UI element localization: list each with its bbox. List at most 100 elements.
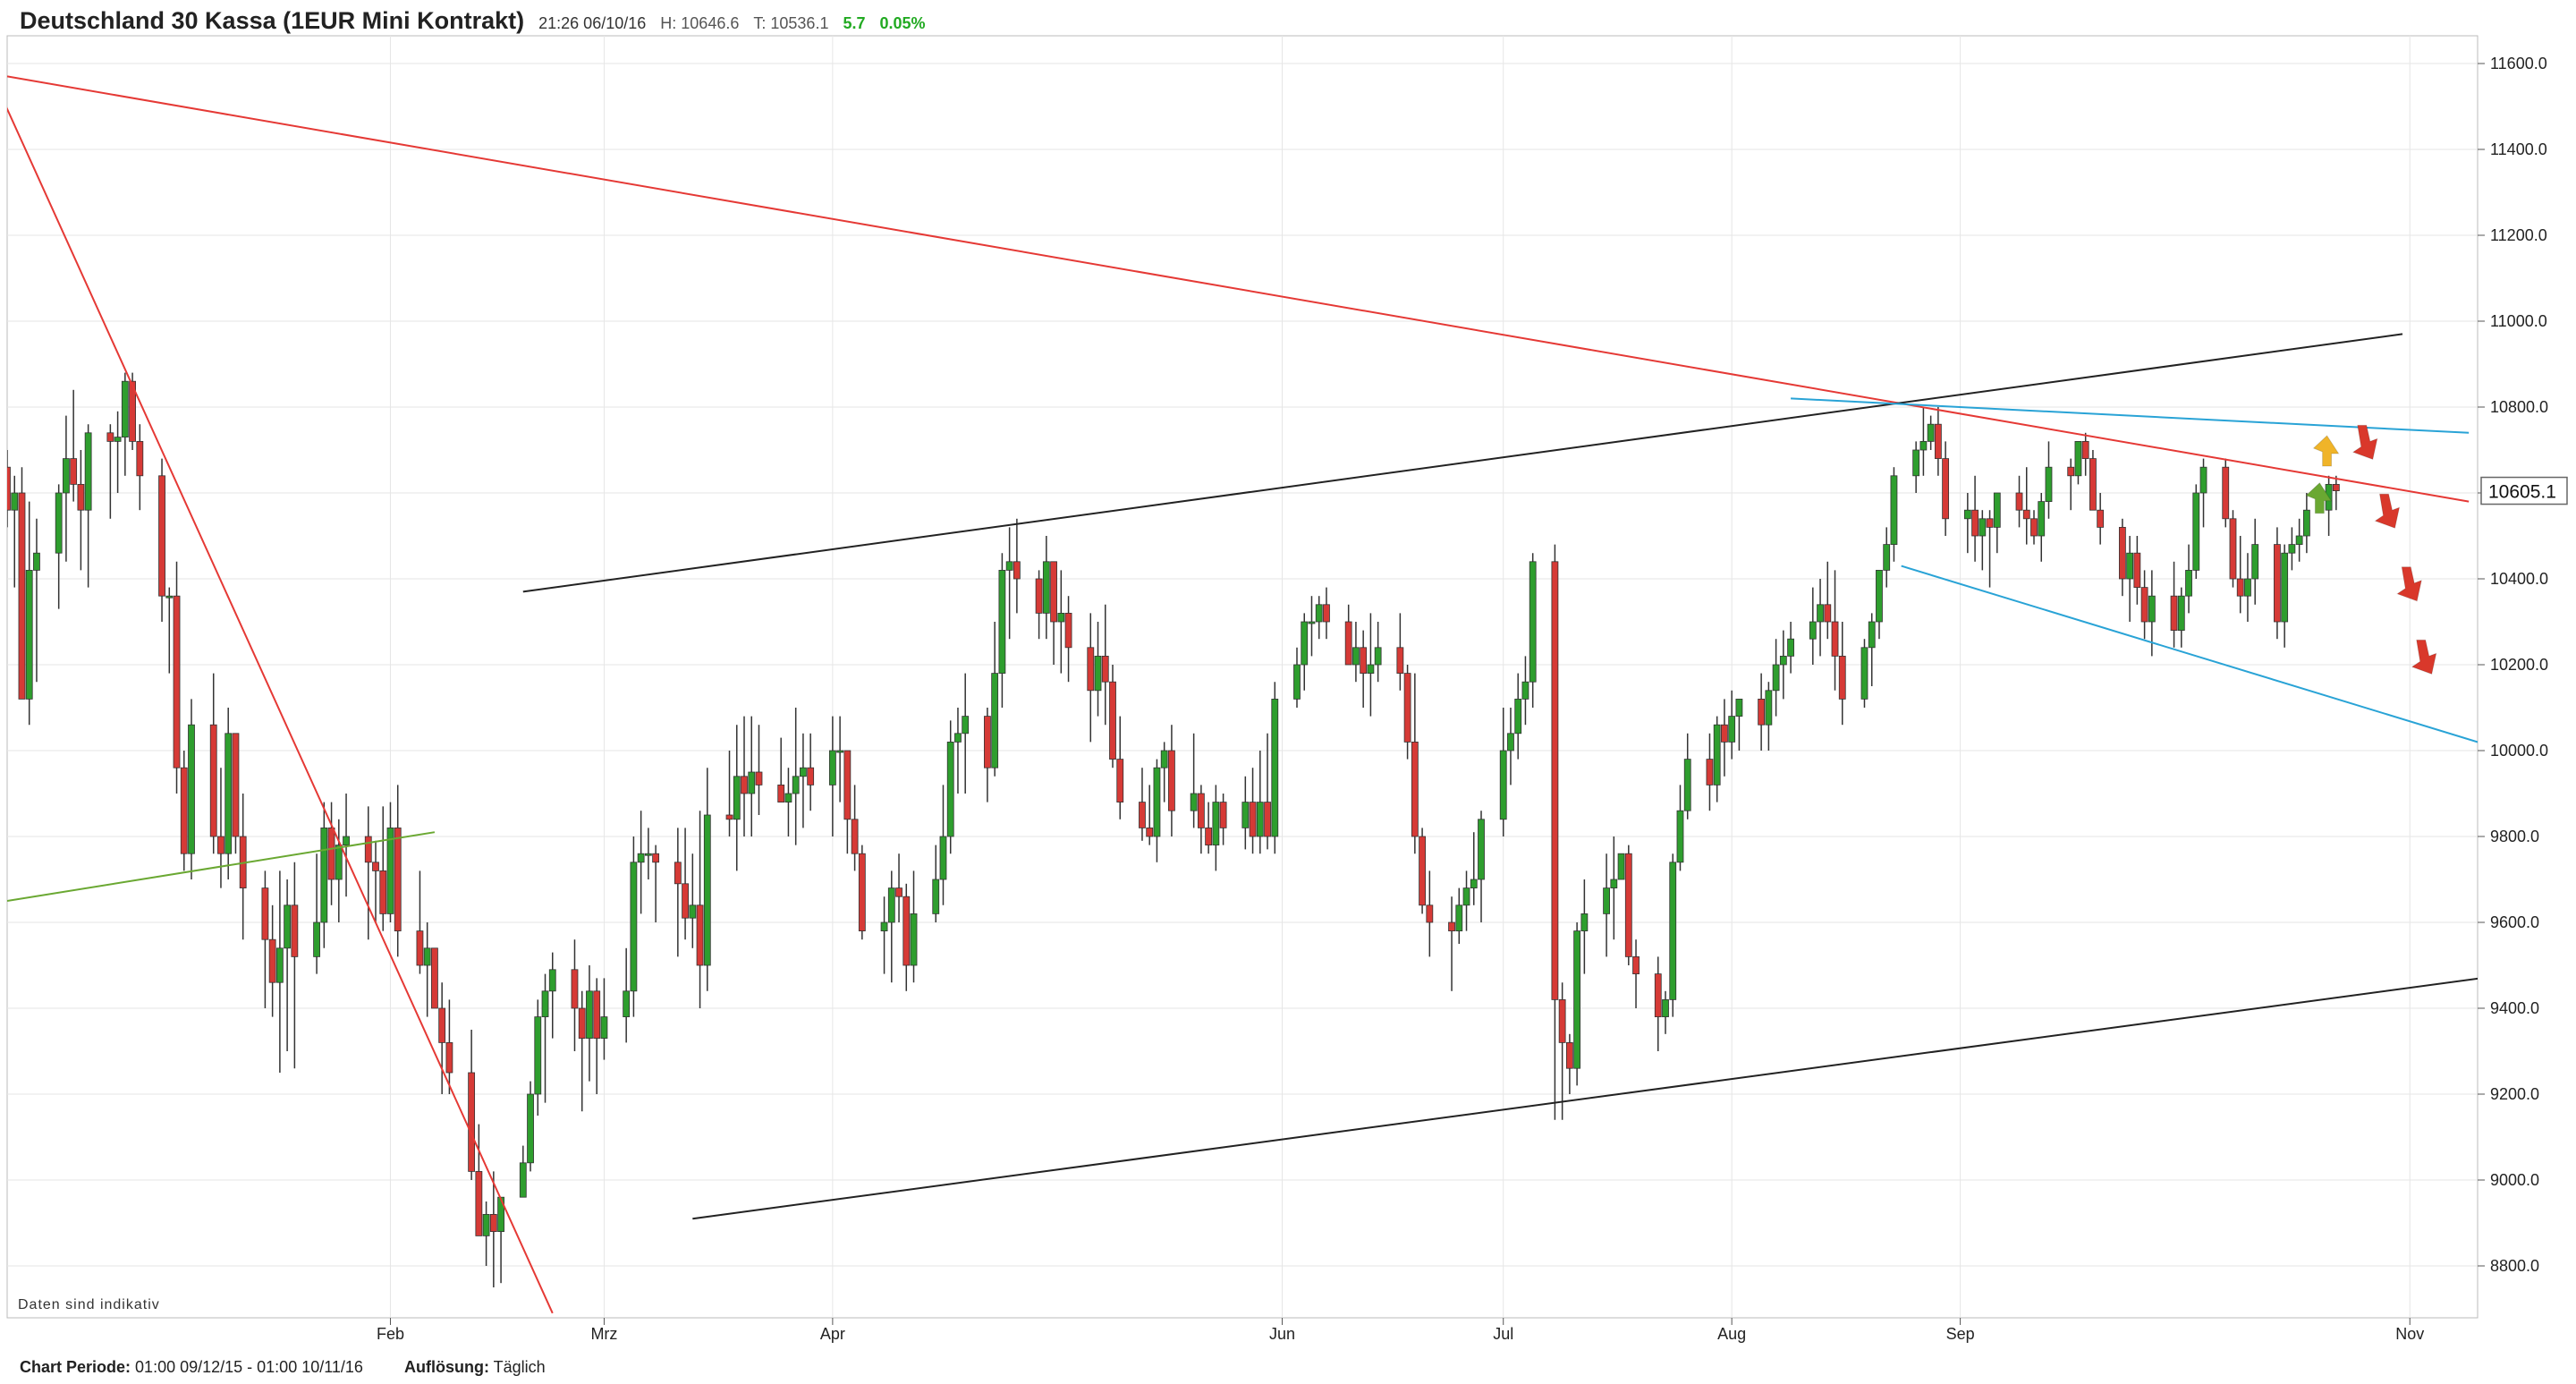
- candle-up: [733, 776, 741, 820]
- candle-up: [954, 733, 962, 743]
- candle-down: [741, 776, 748, 794]
- candle-up: [946, 742, 954, 837]
- candle-down: [807, 767, 815, 785]
- candle-down: [2229, 518, 2237, 580]
- candle-up: [1883, 544, 1891, 571]
- candle-up: [703, 814, 711, 966]
- candle-up: [2281, 552, 2289, 623]
- candle-up: [527, 1093, 534, 1164]
- candle-down: [2030, 518, 2038, 537]
- candle-up: [1662, 999, 1669, 1018]
- candle-down: [1624, 853, 1632, 957]
- candle-down: [755, 771, 763, 785]
- candle-up: [1241, 802, 1250, 828]
- high-label: H:: [660, 14, 677, 32]
- candle-down: [180, 767, 188, 854]
- candle-up: [2148, 595, 2156, 623]
- candle-up: [1352, 647, 1360, 666]
- candle-up: [519, 1162, 527, 1198]
- candle-down: [2140, 587, 2148, 623]
- y-tick-label: 9800.0: [2490, 828, 2539, 845]
- last-price-label: 10605.1: [2488, 482, 2556, 503]
- candle-up: [541, 990, 549, 1018]
- y-tick-label: 10000.0: [2490, 742, 2548, 760]
- candle-up: [1779, 656, 1787, 666]
- quote-datetime: 21:26 06/10/16: [538, 14, 647, 32]
- candle-down: [173, 595, 181, 768]
- candle-up: [932, 879, 940, 914]
- candle-up: [2251, 544, 2259, 580]
- candle-down: [1934, 423, 1942, 460]
- candle-up: [644, 853, 652, 856]
- arrow-up: [2305, 482, 2333, 514]
- candle-up: [2177, 595, 2185, 632]
- candle-down: [1632, 956, 1640, 975]
- low-value: 10536.1: [770, 14, 829, 32]
- candle-up: [313, 921, 320, 957]
- candle-up: [2038, 501, 2046, 537]
- candle-down: [445, 1042, 453, 1074]
- candle-down: [475, 1171, 483, 1236]
- candle-down: [106, 432, 114, 442]
- candle-down: [1197, 793, 1205, 828]
- candle-down: [1942, 458, 1950, 520]
- candle-up: [1817, 604, 1824, 623]
- candle-up: [2074, 440, 2082, 477]
- candle-down: [1050, 561, 1057, 623]
- candle-down: [291, 904, 299, 957]
- candle-down: [1971, 509, 1979, 537]
- trendline: [522, 333, 2403, 593]
- trendline: [7, 831, 436, 902]
- y-tick-label: 11000.0: [2490, 312, 2547, 330]
- candle-down: [268, 938, 276, 983]
- candle-up: [1676, 810, 1684, 863]
- candle-down: [77, 484, 85, 511]
- candle-up: [1301, 621, 1309, 666]
- candle-down: [2089, 458, 2097, 511]
- candle-down: [725, 814, 733, 820]
- candle-up: [225, 733, 233, 854]
- candle-up: [1669, 862, 1677, 1000]
- candle-up: [1979, 518, 1987, 537]
- candle-up: [1713, 724, 1721, 785]
- candle-up: [1256, 802, 1264, 837]
- candle-up: [1094, 656, 1102, 692]
- candle-down: [2022, 509, 2030, 520]
- candle-down: [1139, 802, 1146, 828]
- x-tick-label: Sep: [1946, 1325, 1975, 1343]
- candle-up: [2126, 552, 2134, 580]
- chart-footer: Chart Periode: 01:00 09/12/15 - 01:00 10…: [20, 1358, 546, 1377]
- y-tick-label: 9600.0: [2490, 913, 2539, 931]
- candle-down: [777, 785, 785, 803]
- candle-up: [1212, 802, 1220, 845]
- trendline: [7, 106, 554, 1314]
- candle-down: [431, 947, 438, 1009]
- arrow-down: [2396, 566, 2422, 602]
- candle-up: [1765, 690, 1773, 726]
- candle-down: [696, 904, 704, 966]
- x-tick-label: Apr: [820, 1325, 845, 1343]
- candle-up: [63, 458, 70, 494]
- candle-down: [843, 750, 852, 820]
- candle-up: [2185, 570, 2192, 597]
- y-tick-label: 8800.0: [2490, 1257, 2539, 1275]
- candle-down: [578, 1007, 586, 1039]
- candle-up: [630, 862, 638, 992]
- candle-down: [261, 887, 269, 940]
- candle-down: [1344, 621, 1352, 666]
- candle-down: [394, 828, 402, 932]
- candle-down: [674, 862, 682, 885]
- candle-up: [1890, 475, 1898, 545]
- arrow-down: [2374, 493, 2401, 529]
- y-tick-label: 10200.0: [2490, 656, 2548, 674]
- chart-header: Deutschland 30 Kassa (1EUR Mini Kontrakt…: [20, 7, 926, 39]
- candle-up: [2302, 509, 2310, 537]
- candle-down: [682, 883, 689, 919]
- candle-down: [158, 475, 165, 597]
- candle-down: [379, 870, 387, 914]
- candle-up: [121, 380, 129, 438]
- candle-up: [623, 990, 631, 1018]
- candle-down: [1558, 999, 1566, 1043]
- instrument-title: Deutschland 30 Kassa (1EUR Mini Kontrakt…: [20, 7, 525, 34]
